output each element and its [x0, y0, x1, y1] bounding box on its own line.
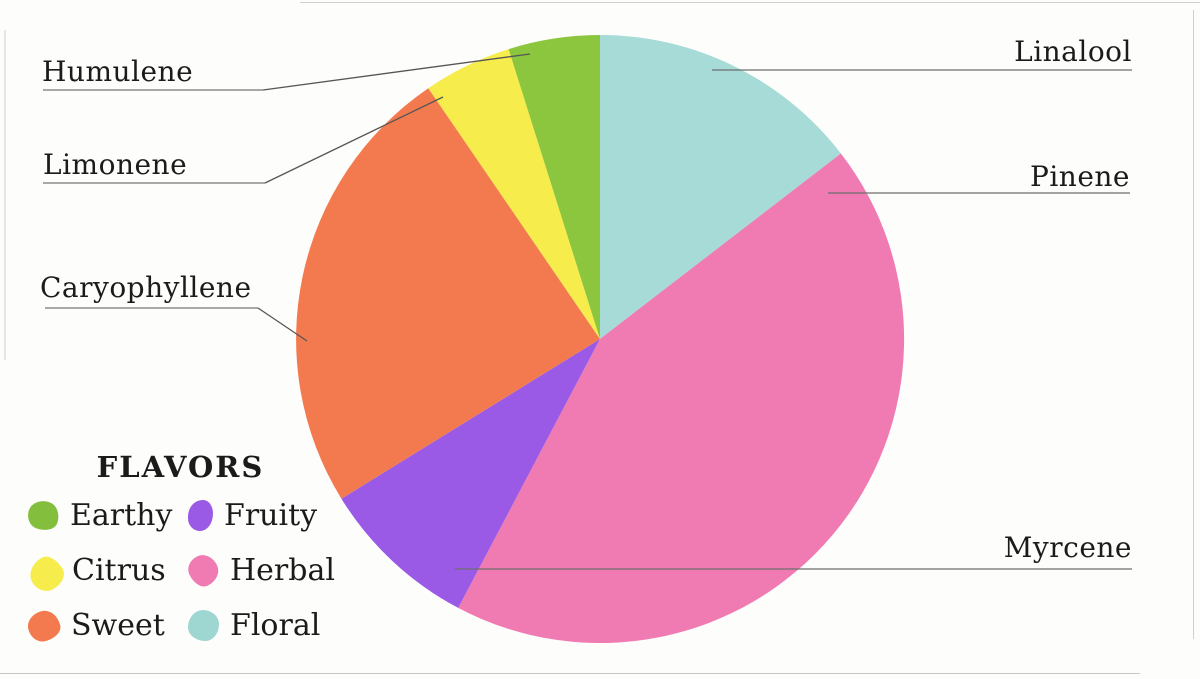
- pie-slice-sweet: [296, 88, 600, 499]
- paper-edge-top: [300, 2, 1200, 3]
- label-limonene: Limonene: [43, 148, 188, 181]
- humulene-leader-line: [262, 53, 531, 91]
- pie-slice-citrus: [428, 49, 600, 339]
- legend-label-earthy: Earthy: [70, 497, 173, 533]
- legend-label-fruity: Fruity: [224, 497, 318, 533]
- label-caryophyllene: Caryophyllene: [40, 271, 252, 304]
- earthy-swatch-icon: [24, 496, 63, 535]
- legend-label-herbal: Herbal: [230, 552, 335, 588]
- label-humulene: Humulene: [42, 55, 194, 88]
- legend-label-citrus: Citrus: [72, 552, 166, 588]
- legend-item-floral: Floral: [188, 610, 335, 641]
- pie-slice-fruity: [341, 339, 600, 608]
- legend: FLAVORS Earthy Fruity Citrus Herbal Swee…: [23, 450, 335, 644]
- paper-edge-bottom: [0, 673, 1140, 674]
- pie-slice-earthy: [508, 35, 600, 339]
- legend-grid: Earthy Fruity Citrus Herbal Sweet Floral: [23, 496, 335, 644]
- pie-wedges: [296, 34, 905, 644]
- label-linalool: Linalool: [1014, 35, 1132, 68]
- limonene-leader-line: [264, 96, 444, 184]
- label-myrcene: Myrcene: [1003, 531, 1132, 564]
- caryophyllene-leader-line: [257, 307, 308, 342]
- pie-slice-herbal: [458, 153, 905, 644]
- legend-label-floral: Floral: [230, 607, 321, 643]
- paper-edge-right: [1193, 10, 1194, 639]
- legend-title: FLAVORS: [96, 450, 265, 484]
- leader-lines: [43, 53, 1132, 570]
- citrus-swatch-icon: [23, 551, 70, 597]
- herbal-swatch-icon: [183, 550, 224, 591]
- legend-item-herbal: Herbal: [183, 550, 335, 591]
- fruity-swatch-icon: [188, 500, 213, 531]
- legend-item-fruity: Fruity: [188, 500, 335, 531]
- legend-label-sweet: Sweet: [71, 607, 165, 643]
- sweet-swatch-icon: [25, 607, 63, 644]
- paper-edge-left: [4, 30, 6, 360]
- legend-item-citrus: Citrus: [23, 551, 188, 597]
- floral-swatch-icon: [188, 610, 219, 641]
- legend-item-sweet: Sweet: [25, 607, 188, 644]
- pie-slice-floral: [600, 34, 841, 339]
- label-pinene: Pinene: [1029, 160, 1130, 193]
- legend-item-earthy: Earthy: [24, 496, 188, 535]
